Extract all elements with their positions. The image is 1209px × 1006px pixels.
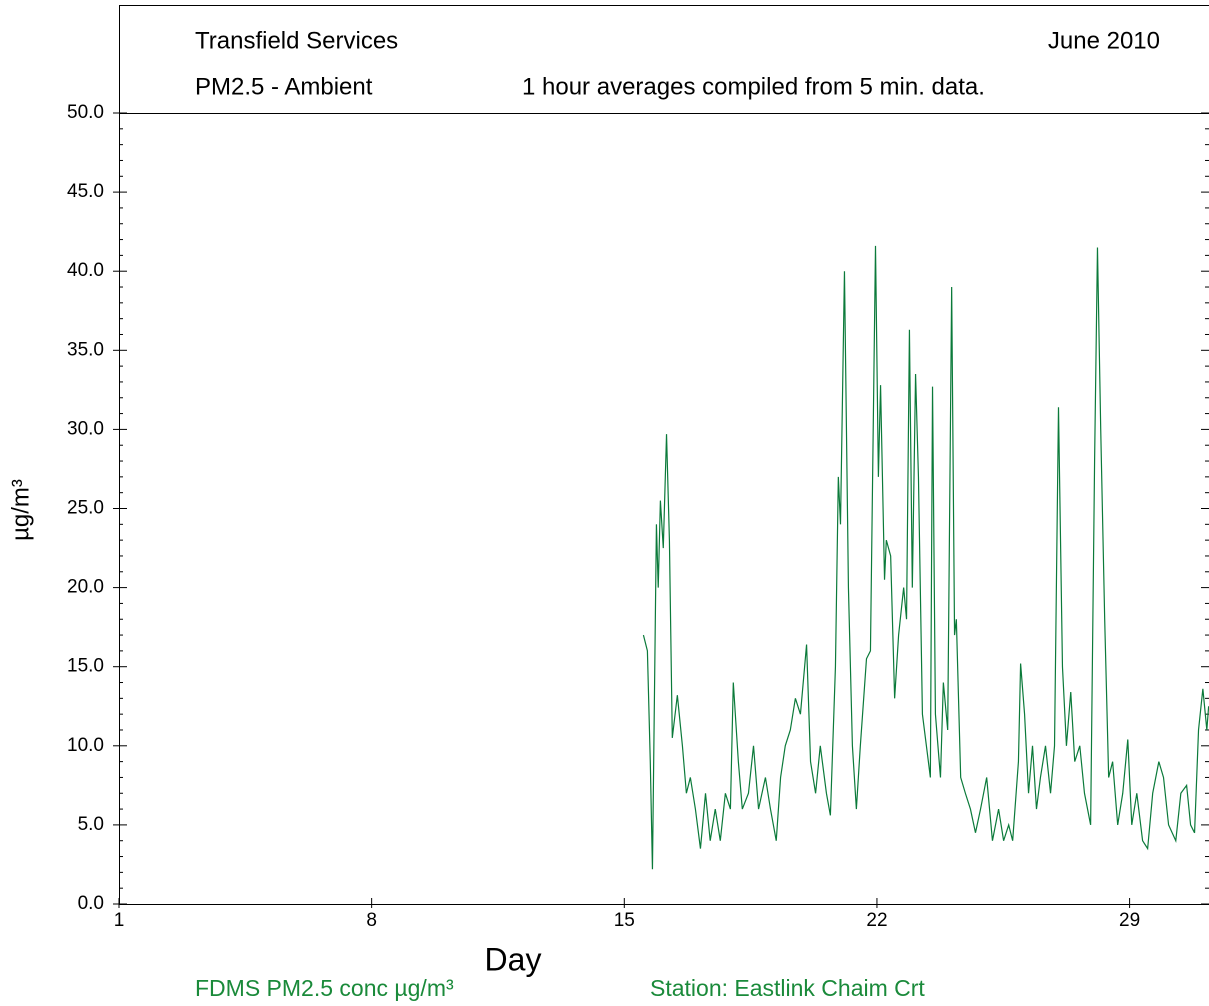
x-tick-label: 29 <box>1119 910 1140 931</box>
y-tick-label: 15.0 <box>67 656 104 677</box>
legend-entry: FDMS PM2.5 conc µg/m³ <box>195 975 454 1001</box>
y-tick-label: 40.0 <box>67 260 104 281</box>
x-tick-label: 22 <box>866 910 887 931</box>
header-text: 1 hour averages compiled from 5 min. dat… <box>522 73 985 100</box>
y-tick-label: 30.0 <box>67 418 104 439</box>
station-label: Station: Eastlink Chaim Crt <box>650 975 925 1001</box>
y-tick-label: 0.0 <box>78 893 104 914</box>
header-text: Transfield Services <box>195 27 398 54</box>
data-line <box>642 245 1209 870</box>
x-axis-label: Day <box>485 941 542 977</box>
y-tick-label: 25.0 <box>67 498 104 519</box>
y-tick-label: 5.0 <box>78 814 104 835</box>
x-tick-label: 15 <box>614 910 635 931</box>
y-tick-label: 50.0 <box>67 102 104 123</box>
y-tick-label: 35.0 <box>67 339 104 360</box>
plot-frame <box>119 5 1209 905</box>
x-tick-label: 1 <box>114 910 125 931</box>
y-axis-label: µg/m³ <box>7 479 34 541</box>
y-tick-label: 10.0 <box>67 735 104 756</box>
header-text: PM2.5 - Ambient <box>195 73 373 100</box>
x-tick-label: 8 <box>366 910 377 931</box>
y-tick-label: 45.0 <box>67 181 104 202</box>
header-text: June 2010 <box>1048 27 1160 54</box>
y-tick-label: 20.0 <box>67 577 104 598</box>
